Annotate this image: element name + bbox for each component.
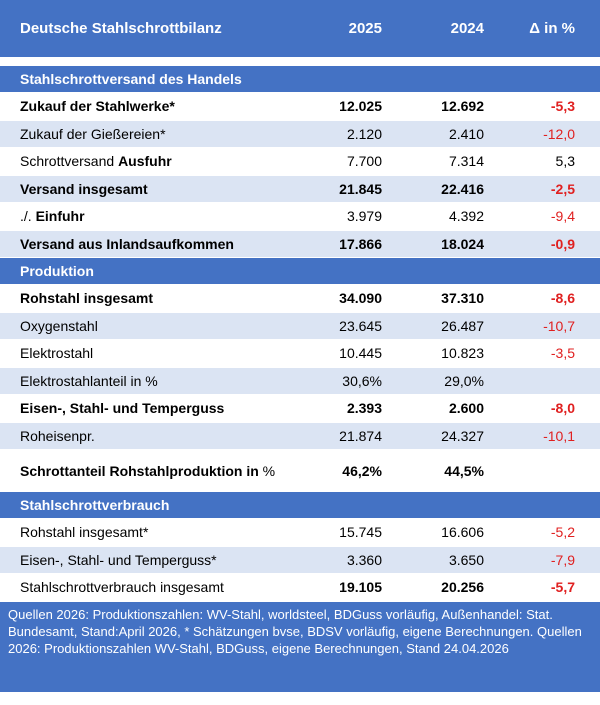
value-2024: 24.327 xyxy=(441,427,484,444)
value-2025: 23.645 xyxy=(339,317,382,334)
table-row: Versand insgesamt 21.845 22.416 -2,5 xyxy=(0,175,600,203)
value-2025: 3.979 xyxy=(346,208,382,225)
table-title: Deutsche Stahlschrottbilanz xyxy=(20,20,222,37)
row-label: Oxygenstahl xyxy=(20,317,98,334)
value-delta: -12,0 xyxy=(543,125,575,142)
value-2025: 19.105 xyxy=(339,579,382,596)
row-label: Eisen-, Stahl- und Temperguss xyxy=(20,400,225,417)
value-delta: -5,2 xyxy=(550,524,575,541)
table-row: Rohstahl insgesamt 34.090 37.310 -8,6 xyxy=(0,285,600,313)
value-2024: 44,5% xyxy=(444,462,484,479)
value-2024: 4.392 xyxy=(448,208,484,225)
value-delta: -10,7 xyxy=(543,317,575,334)
section-label: Produktion xyxy=(20,263,94,279)
value-delta: -5,3 xyxy=(550,98,575,115)
section-label: Stahlschrottverbrauch xyxy=(20,497,170,513)
column-header-2024: 2024 xyxy=(450,20,484,37)
section-header-produktion: Produktion xyxy=(0,258,600,285)
value-2024: 10.823 xyxy=(441,345,484,362)
value-2025: 15.745 xyxy=(339,524,382,541)
section-label: Stahlschrottversand des Handels xyxy=(20,71,242,87)
row-label: Rohstahl insgesamt xyxy=(20,290,154,307)
value-delta: -8,0 xyxy=(550,400,575,417)
table-row: Elektrostahl 10.445 10.823 -3,5 xyxy=(0,340,600,368)
row-label: Schrottanteil Rohstahlproduktion in % xyxy=(20,462,276,479)
value-2025: 30,6% xyxy=(342,372,382,389)
value-delta: -2,5 xyxy=(550,180,575,197)
table-row: Stahlschrottverbrauch insgesamt 19.105 2… xyxy=(0,574,600,602)
value-delta: 5,3 xyxy=(555,153,575,170)
value-2025: 2.120 xyxy=(346,125,382,142)
table-header: Deutsche Stahlschrottbilanz 2025 2024 Δ … xyxy=(0,0,600,58)
table-row: Zukauf der Stahlwerke* 12.025 12.692 -5,… xyxy=(0,93,600,121)
table-row: Eisen-, Stahl- und Temperguss* 3.360 3.6… xyxy=(0,546,600,574)
column-header-delta: Δ in % xyxy=(529,20,575,37)
value-delta: -5,7 xyxy=(550,579,575,596)
table-row: Schrottanteil Rohstahlproduktion in % 46… xyxy=(0,450,600,492)
value-delta: -8,6 xyxy=(550,290,575,307)
table-row: Zukauf der Gießereien* 2.120 2.410 -12,0 xyxy=(0,120,600,148)
value-2025: 7.700 xyxy=(346,153,382,170)
table-row: Rohstahl insgesamt* 15.745 16.606 -5,2 xyxy=(0,519,600,547)
value-2025: 10.445 xyxy=(339,345,382,362)
row-label: Eisen-, Stahl- und Temperguss* xyxy=(20,551,217,568)
table-row: Oxygenstahl 23.645 26.487 -10,7 xyxy=(0,312,600,340)
value-delta: -9,4 xyxy=(550,208,575,225)
row-label: Versand insgesamt xyxy=(20,180,148,197)
column-header-2025: 2025 xyxy=(348,20,382,37)
row-label: Elektrostahlanteil in % xyxy=(20,372,158,389)
value-2024: 37.310 xyxy=(441,290,484,307)
value-2024: 18.024 xyxy=(441,235,484,252)
value-2024: 29,0% xyxy=(444,372,484,389)
section-header-handel: Stahlschrottversand des Handels xyxy=(0,66,600,93)
value-2024: 26.487 xyxy=(441,317,484,334)
row-label: Versand aus Inlandsaufkommen xyxy=(20,235,234,252)
table-row: Versand aus Inlandsaufkommen 17.866 18.0… xyxy=(0,230,600,258)
value-2024: 2.600 xyxy=(448,400,484,417)
value-2025: 21.845 xyxy=(339,180,382,197)
section-header-verbrauch: Stahlschrottverbrauch xyxy=(0,492,600,519)
value-2025: 12.025 xyxy=(339,98,382,115)
value-delta: -10,1 xyxy=(543,427,575,444)
row-label: Elektrostahl xyxy=(20,345,94,362)
value-2025: 34.090 xyxy=(339,290,382,307)
value-delta: -3,5 xyxy=(550,345,575,362)
value-2024: 7.314 xyxy=(448,153,484,170)
value-2025: 17.866 xyxy=(339,235,382,252)
row-label: Roheisenpr. xyxy=(20,427,95,444)
table-row: Schrottversand Ausfuhr 7.700 7.314 5,3 xyxy=(0,148,600,176)
table-row: Eisen-, Stahl- und Temperguss 2.393 2.60… xyxy=(0,395,600,423)
value-2024: 2.410 xyxy=(448,125,484,142)
spacer xyxy=(0,58,600,66)
row-label: Zukauf der Stahlwerke* xyxy=(20,98,175,115)
row-label: ./. Einfuhr xyxy=(20,208,85,225)
value-2024: 16.606 xyxy=(441,524,484,541)
value-2024: 3.650 xyxy=(448,551,484,568)
value-2025: 46,2% xyxy=(342,462,382,479)
value-2024: 12.692 xyxy=(441,98,484,115)
row-label: Rohstahl insgesamt* xyxy=(20,524,149,541)
value-2024: 20.256 xyxy=(441,579,484,596)
value-delta: -7,9 xyxy=(550,551,575,568)
value-2025: 21.874 xyxy=(339,427,382,444)
row-label: Zukauf der Gießereien* xyxy=(20,125,166,142)
table-row: Elektrostahlanteil in % 30,6% 29,0% xyxy=(0,367,600,395)
row-label: Stahlschrottverbrauch insgesamt xyxy=(20,579,224,596)
table-row: Roheisenpr. 21.874 24.327 -10,1 xyxy=(0,422,600,450)
value-2025: 2.393 xyxy=(346,400,382,417)
value-2025: 3.360 xyxy=(346,551,382,568)
table-row: ./. Einfuhr 3.979 4.392 -9,4 xyxy=(0,203,600,231)
value-2024: 22.416 xyxy=(441,180,484,197)
sources-footnote: Quellen 2026: Produktionszahlen: WV-Stah… xyxy=(0,601,600,692)
value-delta: -0,9 xyxy=(550,235,575,252)
row-label: Schrottversand Ausfuhr xyxy=(20,153,172,170)
